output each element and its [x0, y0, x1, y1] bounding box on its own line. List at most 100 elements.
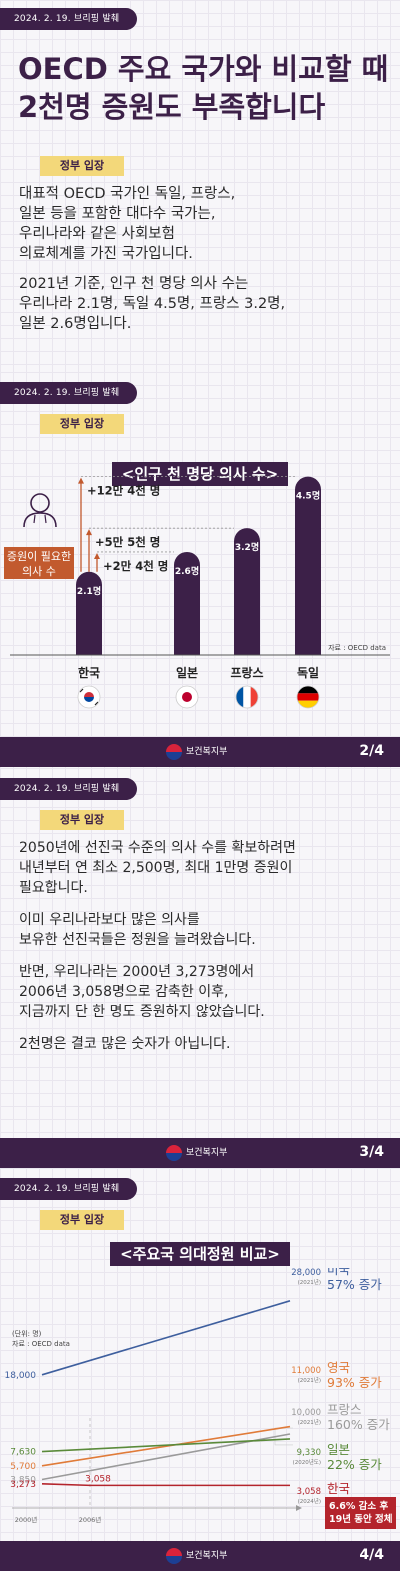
chart-title: <인구 천 명당 의사 수>	[112, 462, 288, 486]
panel-intro: 2024. 2. 19. 브리핑 발췌 OECD 주요 국가와 비교할 때 2천…	[0, 0, 400, 372]
change-label: 93% 증가	[327, 1375, 382, 1390]
ministry-logo: 보건복지부	[166, 1145, 227, 1161]
end-year-label: (2021년)	[298, 1376, 321, 1384]
arrow-head	[86, 529, 92, 536]
start-value-label: 3,850	[10, 1476, 36, 1486]
line-chart: (단위: 명)자료 : OECD data 2000년 2006년 18,000 28…	[5, 1268, 396, 1529]
change-label: 19년 동안 정체	[329, 1513, 393, 1525]
arrow-head	[94, 552, 100, 559]
intro-paragraph-2: 2021년 기준, 인구 천 명당 의사 수는 우리나라 2.1명, 독일 4.…	[19, 276, 286, 332]
unit-note: (단위: 명)	[12, 1329, 42, 1338]
arrow-head	[78, 477, 84, 484]
end-value-label: 3,058	[297, 1487, 321, 1497]
end-year-label: (2024년)	[298, 1497, 321, 1505]
page-number: 3/4	[359, 1144, 384, 1160]
bar-프랑스	[234, 528, 260, 655]
page-number: 4/4	[359, 1547, 384, 1563]
series-name-label: 한국	[327, 1481, 350, 1496]
series-name-label: 영국	[327, 1360, 350, 1375]
panel-quota-comparison: 2024. 2. 19. 브리핑 발췌 정부 입장 <주요국 의대정원 비교> …	[0, 1168, 400, 1571]
end-year-label: (2020년도)	[293, 1458, 321, 1466]
page-number: 2/4	[359, 743, 384, 759]
intro-paragraph-1: 대표적 OECD 국가인 독일, 프랑스, 일본 등을 포함한 대다수 국가는,…	[19, 186, 236, 262]
government-position-pill: 정부 입장	[40, 1210, 124, 1230]
government-position-pill: 정부 입장	[40, 810, 124, 830]
category-label: 일본	[176, 666, 198, 680]
panel-quota-text: 2024. 2. 19. 브리핑 발췌 정부 입장 2050년에 선진국 수준의…	[0, 768, 400, 1168]
x-tick-label: 2000년	[15, 1515, 38, 1524]
x-axis-arrow	[296, 1505, 302, 1511]
bar-value-label: 3.2명	[235, 541, 259, 553]
intro-body: 대표적 OECD 국가인 독일, 프랑스, 일본 등을 포함한 대다수 국가는,…	[19, 184, 285, 344]
ministry-logo: 보건복지부	[166, 1548, 227, 1564]
briefing-date-tag: 2024. 2. 19. 브리핑 발췌	[0, 778, 138, 800]
series-line-한국	[41, 1482, 290, 1487]
chart-title: <주요국 의대정원 비교>	[110, 1242, 290, 1266]
end-value-label: 11,000	[291, 1366, 321, 1376]
callout-line-1: 증원이 필요한	[7, 550, 71, 563]
panel-doctors-per-1000: 2024. 2. 19. 브리핑 발췌 정부 입장 <인구 천 명당 의사 수>…	[0, 372, 400, 768]
bar-value-label: 2.1명	[77, 585, 101, 597]
bar-chart: 증원이 필요한 의사 수 2.1명 2.6명 3.2명 4.5명 +12만 4천 명 +…	[4, 476, 390, 709]
increase-annotation: +2만 4천 명	[103, 559, 168, 573]
footer: 보건복지부 4/4	[0, 1541, 400, 1571]
headline-line-1: OECD 주요 국가와 비교할 때	[18, 52, 389, 86]
series-line-미국	[41, 1300, 291, 1376]
bar-한국	[76, 571, 102, 655]
change-label: 57% 증가	[327, 1277, 382, 1292]
end-value-label: 28,000	[291, 1268, 321, 1278]
change-label: 22% 증가	[327, 1457, 382, 1472]
flag-france-icon	[235, 685, 259, 709]
source-note: 자료 : OECD data	[12, 1339, 70, 1348]
category-label: 한국	[78, 665, 100, 680]
category-label: 독일	[297, 666, 319, 680]
footer: 보건복지부 3/4	[0, 1138, 400, 1168]
briefing-date-tag: 2024. 2. 19. 브리핑 발췌	[0, 1178, 138, 1200]
start-value-label: 18,000	[5, 1371, 37, 1381]
series-line-일본	[41, 1438, 291, 1453]
x-tick-label: 2006년	[79, 1515, 102, 1524]
footer: 보건복지부 2/4	[0, 737, 400, 767]
quota-paragraph-3: 반면, 우리나라는 2000년 3,273명에서 2006년 3,058명으로 …	[19, 964, 265, 1020]
end-value-label: 9,330	[297, 1448, 321, 1458]
series-name-label: 미국	[327, 1268, 350, 1277]
government-position-pill: 정부 입장	[40, 156, 124, 176]
increase-annotation: +12만 4천 명	[87, 484, 160, 498]
start-value-label: 3,273	[10, 1480, 36, 1490]
flag-germany-icon	[296, 685, 320, 709]
bar-value-label: 4.5명	[296, 490, 320, 502]
headline: OECD 주요 국가와 비교할 때 2천명 증원도 부족합니다	[18, 50, 388, 126]
series-name-label: 프랑스	[327, 1402, 362, 1417]
bar-독일	[295, 476, 321, 655]
series-line-영국	[41, 1425, 291, 1467]
headline-line-2: 2천명 증원도 부족합니다	[18, 90, 326, 124]
doctor-icon	[23, 493, 57, 528]
change-badge	[325, 1497, 396, 1529]
mid-value-label: 3,058	[85, 1474, 111, 1484]
bar-일본	[174, 551, 200, 655]
end-value-label: 10,000	[291, 1408, 321, 1418]
increase-annotation: +5만 5천 명	[95, 535, 160, 549]
change-label: 6.6% 감소 후	[329, 1500, 388, 1512]
end-year-label: (2021년)	[298, 1418, 321, 1426]
category-label: 프랑스	[230, 666, 263, 680]
quota-paragraph-4: 2천명은 결코 많은 숫자가 아닙니다.	[19, 1036, 231, 1052]
callout-line-2: 의사 수	[22, 565, 56, 578]
flag-korea-icon	[77, 685, 101, 709]
briefing-date-tag: 2024. 2. 19. 브리핑 발췌	[0, 382, 138, 404]
quota-body: 2050년에 선진국 수준의 의사 수를 확보하려면 내년부터 연 최소 2,5…	[19, 838, 296, 1064]
government-position-pill: 정부 입장	[40, 414, 124, 434]
change-label: 160% 증가	[327, 1417, 390, 1432]
end-year-label: (2021년)	[298, 1278, 321, 1286]
series-name-label: 일본	[327, 1442, 350, 1457]
flag-japan-icon	[175, 685, 199, 709]
quota-paragraph-2: 이미 우리나라보다 많은 의사를 보유한 선진국들은 정원을 늘려왔습니다.	[19, 912, 256, 948]
quota-paragraph-1: 2050년에 선진국 수준의 의사 수를 확보하려면 내년부터 연 최소 2,5…	[19, 840, 296, 896]
bar-value-label: 2.6명	[175, 565, 199, 577]
ministry-logo: 보건복지부	[166, 744, 227, 760]
shortage-callout: 증원이 필요한 의사 수	[4, 547, 74, 579]
briefing-date-tag: 2024. 2. 19. 브리핑 발췌	[0, 8, 138, 30]
source-note: 자료 : OECD data	[328, 643, 386, 652]
start-value-label: 5,700	[10, 1462, 36, 1472]
start-value-label: 7,630	[10, 1448, 36, 1458]
